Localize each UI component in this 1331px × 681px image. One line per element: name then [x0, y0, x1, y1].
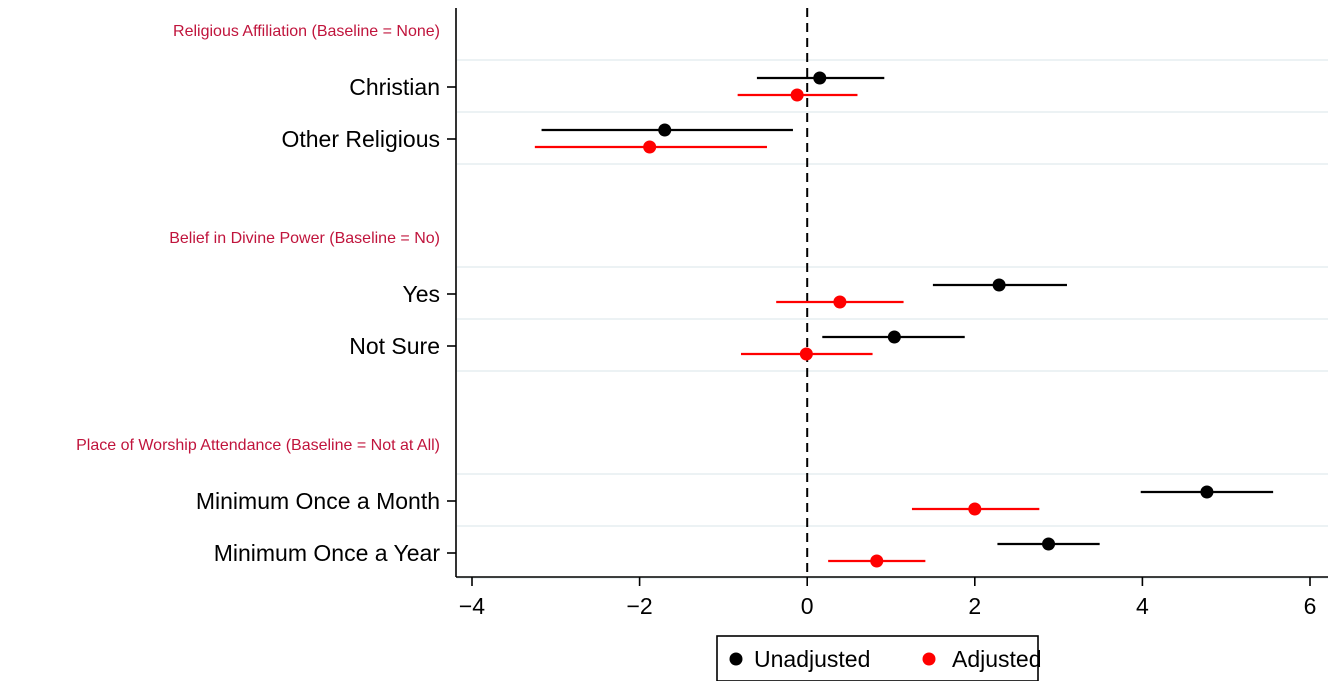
x-tick-label: 4	[1136, 593, 1149, 619]
unadjusted-point	[813, 71, 827, 85]
legend-label-adjusted: Adjusted	[952, 646, 1042, 672]
x-tick-label: 0	[801, 593, 814, 619]
legend-label-unadjusted: Unadjusted	[754, 646, 870, 672]
unadjusted-point	[992, 278, 1006, 292]
category-label: Not Sure	[349, 333, 440, 359]
adjusted-point	[870, 554, 884, 568]
adjusted-point	[799, 347, 813, 361]
category-label: Other Religious	[281, 126, 440, 152]
category-label: Minimum Once a Year	[214, 540, 441, 566]
axes	[455, 8, 1328, 578]
estimates	[534, 71, 1274, 568]
category-label: Minimum Once a Month	[196, 488, 440, 514]
legend-marker-unadjusted	[729, 652, 743, 666]
gridlines	[457, 59, 1328, 579]
unadjusted-point	[887, 330, 901, 344]
unadjusted-point	[658, 123, 672, 137]
adjusted-point	[833, 295, 847, 309]
unadjusted-point	[1200, 485, 1214, 499]
x-tick-label: 6	[1304, 593, 1317, 619]
adjusted-point	[968, 502, 982, 516]
adjusted-point	[790, 88, 804, 102]
group-label: Belief in Divine Power (Baseline = No)	[169, 230, 440, 247]
group-label: Religious Affiliation (Baseline = None)	[173, 23, 440, 40]
legend: Unadjusted Adjusted	[716, 635, 1042, 681]
group-labels: Religious Affiliation (Baseline = None) B…	[76, 23, 440, 454]
category-label: Christian	[349, 74, 440, 100]
unadjusted-point	[1042, 537, 1056, 551]
x-ticks: −4 −2 0 2 4 6	[459, 577, 1317, 619]
x-tick-label: 2	[968, 593, 981, 619]
x-tick-label: −2	[626, 593, 652, 619]
group-label: Place of Worship Attendance (Baseline = …	[76, 437, 440, 454]
legend-box	[716, 635, 1039, 681]
adjusted-point	[643, 140, 657, 154]
legend-marker-adjusted	[922, 652, 936, 666]
category-label: Yes	[402, 281, 440, 307]
category-labels: Christian Other Religious Yes Not Sure Minim…	[196, 74, 456, 566]
x-tick-label: −4	[459, 593, 485, 619]
